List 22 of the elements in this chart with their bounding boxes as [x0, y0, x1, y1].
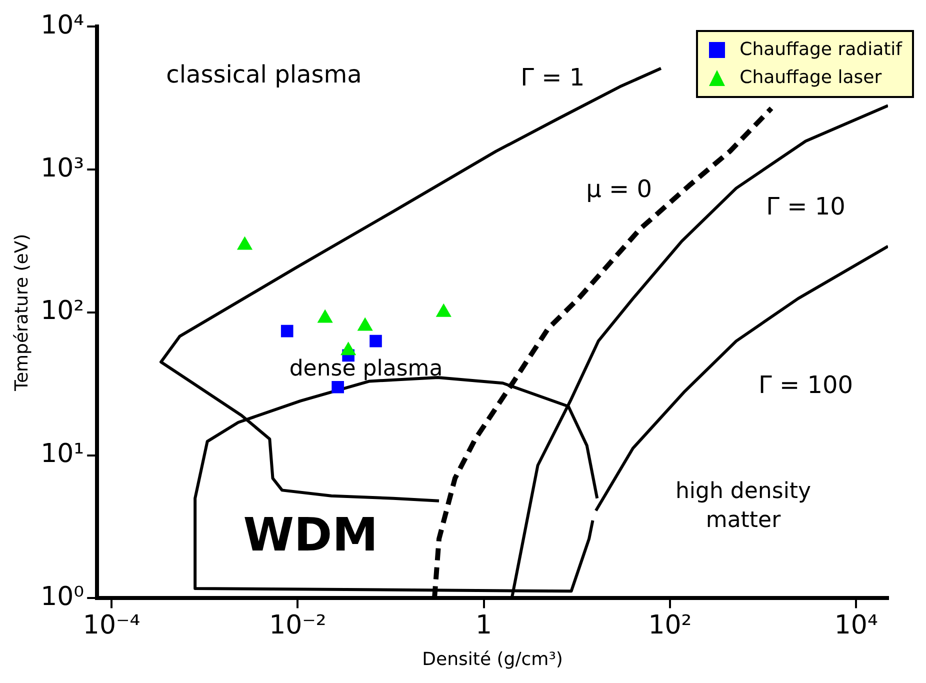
y-tick-label: 10¹ [40, 439, 84, 470]
y-axis-title: Température (eV) [11, 234, 32, 392]
x-tick-label: 10⁴ [834, 610, 878, 641]
y-tick-label: 10⁰ [40, 582, 84, 612]
x-tick-label: 1 [476, 610, 492, 641]
y-tick-label: 10² [40, 296, 84, 326]
x-tick-label: 10² [648, 610, 692, 641]
annotation: dense plasma [289, 356, 443, 382]
annotation: WDM [243, 508, 378, 562]
legend-label: Chauffage radiatif [740, 38, 902, 62]
annotation: Γ = 10 [766, 192, 846, 221]
annotation: Γ = 1 [520, 63, 585, 92]
annotation: high density matter [675, 479, 812, 533]
annotation: μ = 0 [586, 174, 652, 203]
y-tick-label: 10³ [40, 153, 84, 184]
annotation: classical plasma [166, 60, 362, 89]
x-tick-label: 10⁻⁴ [82, 610, 140, 641]
x-axis-title: Densité (g/cm³) [422, 648, 563, 670]
annotation: Γ = 100 [758, 370, 854, 399]
x-tick-label: 10⁻² [269, 610, 326, 641]
legend-label: Chauffage laser [740, 66, 882, 90]
y-tick-label: 10⁴ [40, 10, 84, 40]
